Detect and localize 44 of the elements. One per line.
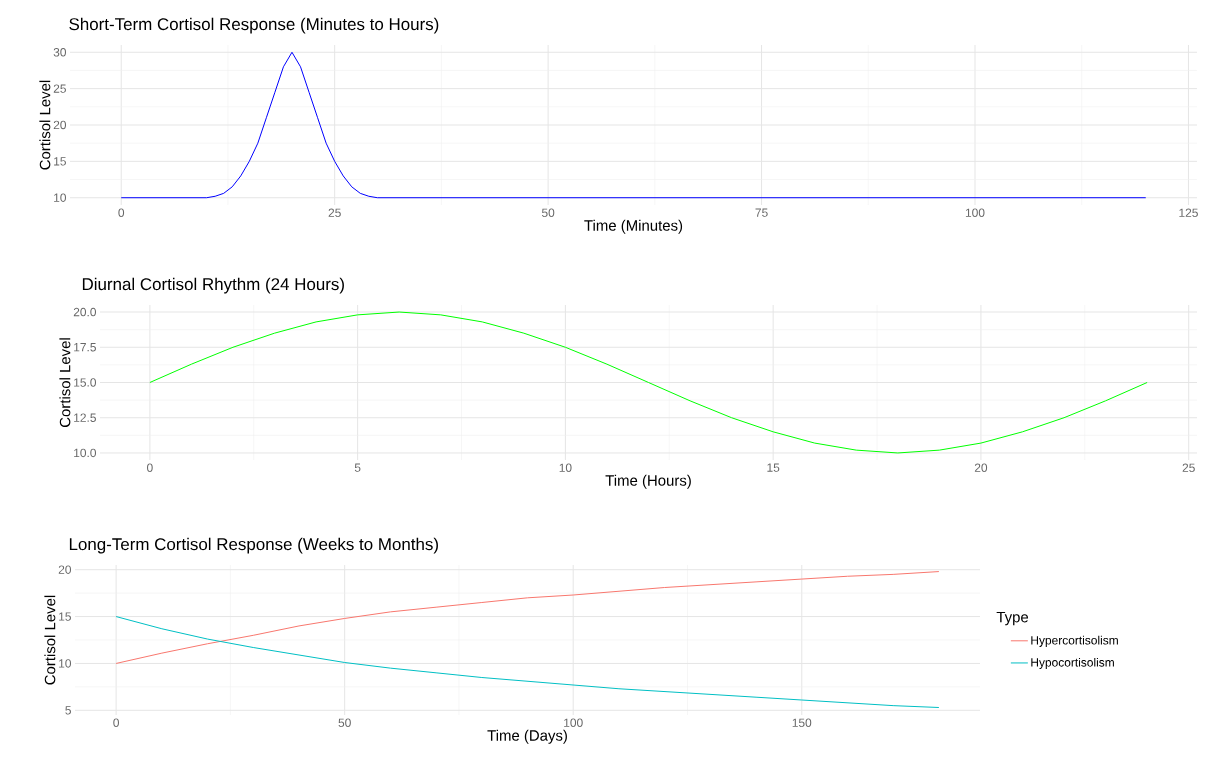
legend-title: Type <box>996 611 1029 626</box>
x-tick-label: 20 <box>974 463 988 472</box>
y-axis-title: Cortisol Level <box>44 595 56 685</box>
y-tick-label: 20 <box>58 565 72 574</box>
x-axis-title: Time (Hours) <box>605 474 691 489</box>
y-tick-label: 10 <box>54 193 67 202</box>
x-tick-label: 25 <box>1182 463 1195 472</box>
x-tick-label: 10 <box>559 463 572 472</box>
legend-label: Hypercortisolism <box>1031 635 1118 647</box>
x-tick-label: 150 <box>792 718 812 727</box>
x-tick-label: 25 <box>328 208 341 217</box>
chart-title: Diurnal Cortisol Rhythm (24 Hours) <box>82 277 344 294</box>
y-tick-label: 20.0 <box>73 307 97 317</box>
y-tick-label: 12.5 <box>74 413 96 422</box>
chart-title: Long-Term Cortisol Response (Weeks to Months) <box>69 537 438 554</box>
y-tick-label: 10.0 <box>74 448 97 458</box>
x-tick-label: 0 <box>113 718 119 727</box>
x-tick-label: 125 <box>1179 208 1198 217</box>
legend-label: Hypocortisolism <box>1031 657 1114 670</box>
y-tick-label: 10 <box>59 659 72 668</box>
y-tick-label: 20 <box>53 120 67 130</box>
y-tick-label: 15.0 <box>74 378 97 387</box>
y-tick-label: 30 <box>53 48 67 57</box>
x-tick-label: 100 <box>564 718 583 727</box>
x-tick-label: 100 <box>965 208 985 217</box>
x-tick-label: 0 <box>118 208 125 217</box>
line-series <box>149 311 1148 454</box>
x-tick-label: 5 <box>354 463 361 472</box>
y-tick-label: 25 <box>53 84 66 93</box>
y-tick-label: 15 <box>54 157 66 166</box>
y-axis-title: Cortisol Level <box>59 338 71 427</box>
x-axis-title: Time (Minutes) <box>584 219 683 234</box>
y-tick-label: 15 <box>59 612 71 621</box>
x-tick-label: 50 <box>541 208 555 217</box>
y-tick-label: 5 <box>65 706 71 715</box>
line-series <box>120 51 1147 199</box>
y-tick-label: 17.5 <box>74 343 96 352</box>
x-tick-label: 50 <box>338 718 351 727</box>
x-tick-label: 0 <box>147 463 153 472</box>
chart-title: Short-Term Cortisol Response (Minutes to Hours) <box>69 17 439 34</box>
y-axis-title: Cortisol Level <box>39 80 51 170</box>
x-tick-label: 75 <box>755 208 768 217</box>
x-axis-title: Time (Days) <box>487 729 567 744</box>
x-tick-label: 15 <box>767 463 780 472</box>
